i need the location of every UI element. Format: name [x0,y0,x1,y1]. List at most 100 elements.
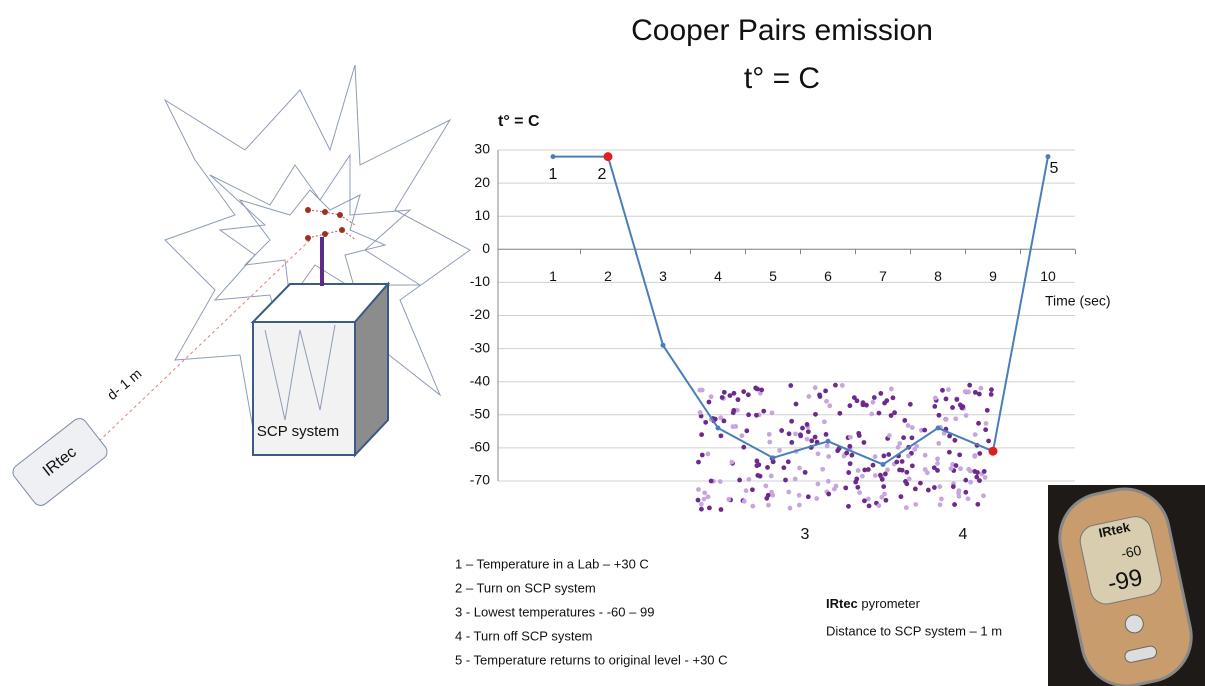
cloud-dot [967,382,973,388]
cloud-dot [983,421,989,426]
cloud-dot [821,419,827,425]
cloud-dot [862,467,868,473]
cloud-dot [847,461,853,467]
marker [550,154,556,160]
cloud-dot [697,410,703,415]
cloud-dot [888,386,894,392]
cloud-dot [869,411,875,417]
cloud-dot [789,440,795,445]
cloud-dot [705,451,711,457]
cloud-dot [825,478,831,484]
cloud-dot [870,462,876,468]
cloud-dot [922,467,928,472]
chart-title: Cooper Pairs emission [631,14,933,47]
cloud-dot [881,484,887,490]
cloud-dot [814,496,820,501]
cloud-dot [892,410,897,416]
cloud-dot [862,498,867,504]
cloud-dot [824,398,829,404]
cloud-dot [912,486,918,492]
cloud-dot [853,479,859,485]
cloud-dot [741,444,747,450]
distance-line [94,239,311,446]
cloud-dot [848,434,853,440]
cloud-dot [749,487,755,493]
cloud-dot [718,507,724,512]
cloud-dot [741,498,747,504]
pyrometer-caption: IRtec pyrometer [826,596,921,611]
cloud-dot [847,443,853,449]
cloud-dot [872,454,878,460]
marker [770,455,776,461]
cloud-dot [817,392,822,398]
cloud-dot [972,389,978,395]
cloud-dot [820,466,826,472]
cloud-dot [898,494,904,500]
cloud-dot [779,428,785,433]
marker [1045,154,1051,160]
cloud-dot [901,435,906,441]
cloud-dot [936,412,942,418]
cloud-dot [931,485,937,490]
cloud-dot [813,411,818,417]
x-tick-label: 4 [714,268,722,284]
cloud-dot [978,385,984,391]
cloud-dot [800,425,805,431]
cloud-dot [943,396,949,402]
note-item: 5 - Temperature returns to original leve… [455,652,728,667]
cloud-dot [759,387,765,393]
cloud-dot [698,501,704,507]
cloud-dot [876,503,882,509]
dot-cloud [695,382,995,512]
cloud-dot [932,395,938,401]
cloud-dot [844,450,850,456]
cloud-dot [909,425,915,430]
cloud-dot [946,387,951,393]
cloud-dot [981,493,986,499]
cloud-dot [895,444,901,450]
cloud-dot [932,403,938,409]
cloud-dot [699,387,705,393]
cloud-dot [765,492,771,498]
cloud-dot [935,456,940,462]
cloud-dot [708,394,714,400]
cloud-dot [983,427,989,433]
cloud-dot [746,412,751,418]
cloud-dot [721,389,727,395]
cloud-dot [730,424,736,430]
cloud-dot [948,466,954,472]
cloud-dot [860,473,865,479]
cloud-dot [755,472,761,478]
cloud-dot [966,466,972,472]
cloud-dot [952,437,958,443]
cloud-dot [957,452,963,458]
cloud-dot [972,469,978,474]
cloud-dot [805,494,811,500]
cloud-dot [940,387,945,393]
cloud-dot [726,497,732,502]
cloud-dot [965,496,971,502]
cloud-dot [906,476,912,482]
cloud-dot [717,479,723,485]
x-axis-label: Time (sec) [1045,293,1111,309]
cloud-dot [885,467,890,473]
cloud-dot [767,439,773,445]
cloud-dot [789,418,795,424]
cloud-dot [741,389,747,395]
cloud-dot [823,431,829,437]
cloud-dot [909,435,915,441]
cloud-dot [947,433,952,439]
marker [988,446,998,456]
marker [880,461,886,467]
cloud-dot [823,388,828,394]
cloud-dot [737,477,743,483]
cloud-dot [958,466,963,472]
line [553,155,1049,466]
cloud-dot [796,502,802,508]
cloud-dot [975,501,981,507]
cloud-dot [696,487,701,492]
cloud-dot [876,410,882,416]
cloud-dot [988,392,994,397]
cloud-dot [777,448,782,453]
cloud-dot [695,497,701,503]
